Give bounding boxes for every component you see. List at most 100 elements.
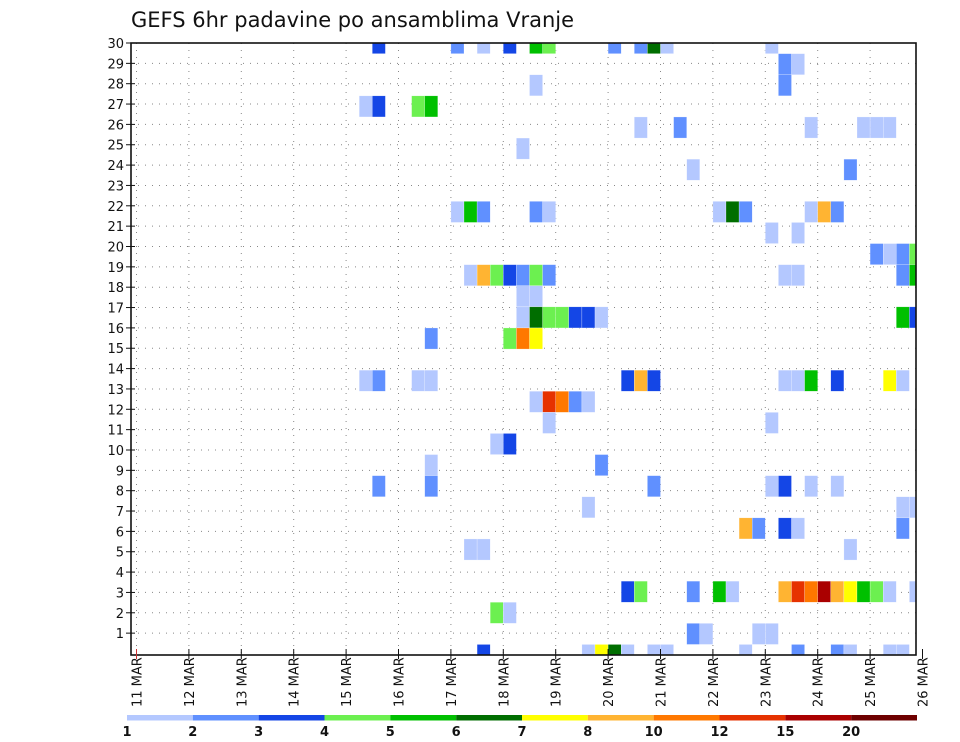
heatmap-cell: [778, 74, 792, 97]
heatmap-cell: [752, 517, 766, 540]
heatmap-cell: [752, 623, 766, 645]
x-tick-label: 26 MAR: [917, 657, 932, 707]
heatmap-cell: [843, 580, 858, 603]
y-tick-label: 21: [107, 220, 124, 235]
x-tick-label: 12 MAR: [183, 657, 198, 707]
heatmap-cell: [516, 264, 530, 286]
heatmap-cell: [778, 517, 792, 540]
y-tick-label: 10: [107, 444, 124, 459]
heatmap-cell: [621, 369, 635, 392]
heatmap-cell: [817, 580, 832, 603]
heatmap-cell: [594, 644, 609, 655]
x-tick-label: 11 MAR: [131, 657, 146, 707]
x-tick-label: 20 MAR: [602, 657, 617, 707]
heatmap-cell: [594, 306, 609, 329]
y-tick-label: 19: [107, 261, 124, 276]
heatmap-cell: [883, 644, 897, 655]
heatmap-cell: [830, 580, 845, 603]
legend-swatch: [192, 715, 259, 721]
y-tick-label: 14: [107, 363, 124, 378]
y-tick-label: 18: [107, 281, 124, 296]
heatmap-cell: [542, 201, 556, 223]
x-tick-label: 16 MAR: [393, 657, 408, 707]
heatmap-cell: [476, 644, 491, 655]
y-tick-label: 26: [107, 118, 124, 133]
heatmap-cell: [555, 306, 570, 329]
heatmap-cell: [765, 623, 779, 645]
legend-label: 7: [517, 725, 526, 740]
heatmap-cell: [555, 391, 570, 413]
heatmap-cell: [830, 201, 845, 223]
x-tick-label: 14 MAR: [288, 657, 303, 707]
heatmap-cell: [372, 369, 386, 392]
heatmap-cell: [830, 475, 845, 497]
y-tick-label: 1: [116, 627, 124, 642]
heatmap-cell: [804, 475, 818, 497]
heatmap-cell: [529, 201, 543, 223]
heatmap-cell: [372, 95, 386, 118]
heatmap-cell: [791, 517, 805, 540]
heatmap-cell: [372, 475, 386, 497]
heatmap-cell: [791, 222, 805, 244]
heatmap-cell: [830, 644, 845, 655]
legend-swatch: [653, 715, 720, 721]
y-tick-label: 8: [116, 485, 124, 500]
legend-label: 15: [776, 725, 794, 740]
heatmap-cell: [686, 158, 701, 181]
legend-swatch: [127, 715, 193, 721]
y-tick-label: 29: [107, 57, 124, 72]
heatmap-cell: [503, 602, 517, 624]
heatmap-cell: [791, 264, 805, 286]
heatmap-cell: [725, 201, 740, 223]
legend-swatch: [851, 715, 917, 721]
heatmap-cell: [791, 53, 805, 75]
x-tick-label: 19 MAR: [550, 657, 565, 707]
legend-swatch: [324, 715, 391, 721]
heatmap-cell: [778, 580, 792, 603]
legend-label: 10: [645, 725, 663, 740]
heatmap-cell: [424, 454, 439, 476]
heatmap-cell: [503, 433, 517, 455]
heatmap-cell: [830, 369, 845, 392]
heatmap-cell: [686, 623, 701, 645]
heatmap-cell: [883, 116, 897, 139]
heatmap-cell: [621, 644, 635, 655]
heatmap-cell: [686, 580, 701, 603]
y-tick-label: 20: [107, 240, 124, 255]
legend-swatch: [719, 715, 786, 721]
y-tick-label: 9: [116, 464, 124, 479]
legend-swatch: [390, 715, 457, 721]
heatmap-cell: [542, 412, 556, 434]
heatmap-cell: [778, 369, 792, 392]
legend-swatch: [456, 715, 522, 721]
heatmap-cell: [712, 201, 727, 223]
legend-swatch: [785, 715, 852, 721]
y-tick-label: 5: [116, 546, 124, 561]
heatmap-cell: [791, 644, 805, 655]
legend-label: 6: [452, 725, 461, 740]
y-tick-label: 13: [107, 383, 124, 398]
legend-label: 20: [842, 725, 860, 740]
heatmap-cell: [660, 644, 674, 655]
heatmap-cell: [699, 623, 714, 645]
legend-swatch: [522, 715, 588, 721]
heatmap-cell: [359, 95, 373, 118]
heatmap-cell: [765, 475, 779, 497]
y-tick-label: 30: [107, 37, 124, 52]
heatmap-cell: [896, 517, 910, 540]
legend-label: 5: [386, 725, 395, 740]
heatmap-cell: [738, 517, 753, 540]
heatmap-cell: [673, 116, 687, 139]
heatmap-cell: [490, 433, 504, 455]
heatmap-cell: [529, 74, 543, 97]
chart-title: GEFS 6hr padavine po ansamblima Vranje: [131, 8, 574, 32]
heatmap-cell: [896, 496, 910, 519]
heatmap-cell: [634, 580, 648, 603]
y-tick-label: 6: [116, 525, 124, 540]
legend-label: 4: [320, 725, 329, 740]
heatmap-cell: [476, 201, 491, 223]
heatmap-cells: [359, 43, 916, 655]
heatmap-cell: [896, 264, 910, 286]
heatmap-cell: [856, 116, 871, 139]
heatmap-cell: [359, 369, 373, 392]
